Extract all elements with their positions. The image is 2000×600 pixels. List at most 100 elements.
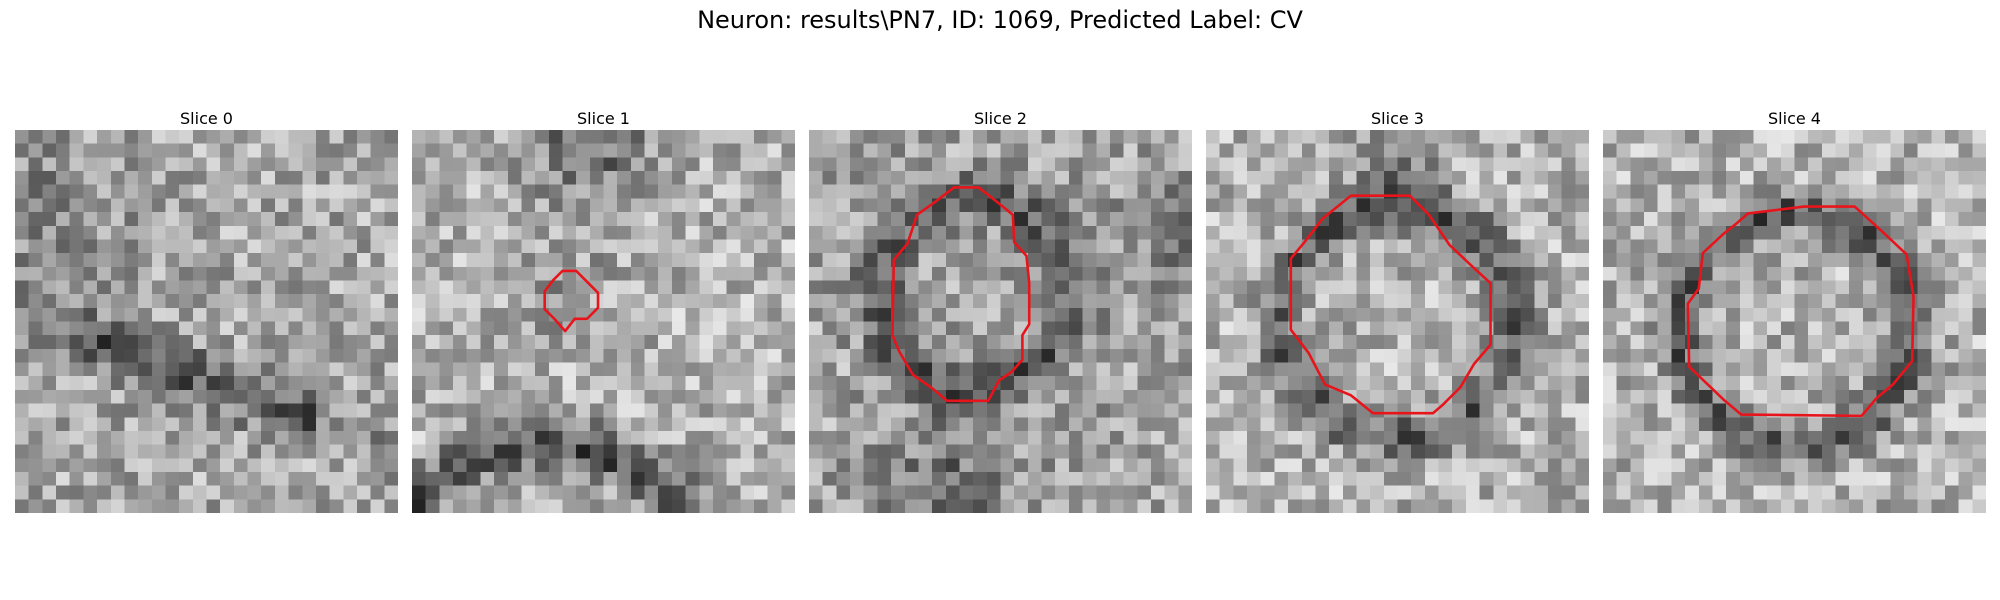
segmentation-contour: [543, 269, 600, 333]
image-pixel: [439, 198, 454, 213]
image-pixel: [1014, 212, 1029, 227]
image-pixel: [1821, 471, 1836, 486]
image-pixel: [1547, 389, 1562, 404]
image-pixel: [192, 362, 207, 377]
image-pixel: [1424, 294, 1439, 309]
image-pixel: [836, 389, 851, 404]
image-pixel: [1835, 212, 1850, 227]
image-pixel: [261, 253, 276, 268]
image-pixel: [220, 471, 235, 486]
image-pixel: [863, 280, 878, 295]
image-pixel: [1041, 143, 1056, 158]
image-pixel: [1260, 430, 1275, 445]
image-pixel: [28, 471, 43, 486]
image-pixel: [138, 430, 153, 445]
image-pixel: [42, 143, 57, 158]
image-pixel: [850, 280, 864, 295]
image-pixel: [1726, 294, 1741, 309]
image-pixel: [1452, 280, 1467, 295]
image-pixel: [904, 253, 919, 268]
image-pixel: [973, 198, 988, 213]
image-pixel: [1109, 499, 1124, 513]
image-pixel: [288, 458, 303, 473]
image-pixel: [1424, 266, 1439, 281]
image-pixel: [1931, 171, 1946, 185]
image-pixel: [288, 280, 303, 295]
image-pixel: [699, 239, 714, 254]
image-pixel: [1096, 280, 1111, 295]
image-pixel: [28, 417, 43, 432]
image-pixel: [904, 171, 919, 185]
image-pixel: [1055, 430, 1070, 445]
image-pixel: [1068, 198, 1083, 213]
image-pixel: [685, 130, 700, 144]
image-pixel: [1411, 430, 1426, 445]
image-pixel: [1903, 171, 1918, 185]
image-pixel: [192, 335, 207, 350]
image-pixel: [1890, 458, 1905, 473]
image-pixel: [1835, 253, 1850, 268]
image-pixel: [562, 143, 577, 158]
image-pixel: [1342, 266, 1357, 281]
image-pixel: [1685, 130, 1700, 144]
image-pixel: [370, 225, 385, 240]
image-pixel: [1096, 225, 1111, 240]
image-pixel: [740, 184, 755, 199]
image-pixel: [1452, 444, 1467, 459]
image-pixel: [1383, 362, 1398, 377]
image-pixel: [877, 389, 892, 404]
image-pixel: [1520, 253, 1535, 268]
image-pixel: [412, 471, 426, 486]
image-pixel: [576, 430, 591, 445]
image-pixel: [384, 335, 398, 350]
image-pixel: [1685, 444, 1700, 459]
image-pixel: [453, 389, 467, 404]
image-pixel: [1274, 417, 1289, 432]
image-pixel: [69, 430, 84, 445]
image-pixel: [1835, 184, 1850, 199]
image-pixel: [836, 499, 851, 513]
image-pixel: [288, 307, 303, 322]
image-pixel: [781, 143, 795, 158]
image-pixel: [1014, 485, 1029, 500]
image-pixel: [781, 403, 795, 418]
image-pixel: [1137, 389, 1152, 404]
image-pixel: [1206, 157, 1220, 172]
image-pixel: [1342, 294, 1357, 309]
image-pixel: [658, 294, 673, 309]
image-pixel: [1055, 335, 1070, 350]
image-pixel: [986, 212, 1001, 227]
image-pixel: [1137, 198, 1152, 213]
image-pixel: [1014, 294, 1029, 309]
image-pixel: [1370, 417, 1385, 432]
image-pixel: [850, 458, 864, 473]
image-pixel: [1917, 157, 1932, 172]
image-pixel: [1438, 307, 1453, 322]
image-pixel: [973, 335, 988, 350]
image-pixel: [1616, 280, 1631, 295]
image-pixel: [110, 307, 125, 322]
image-pixel: [1698, 294, 1713, 309]
image-pixel: [781, 471, 795, 486]
image-pixel: [973, 266, 988, 281]
image-pixel: [1575, 430, 1589, 445]
image-pixel: [466, 485, 481, 500]
image-pixel: [1767, 348, 1782, 363]
image-pixel: [1370, 143, 1385, 158]
image-pixel: [535, 253, 550, 268]
image-pixel: [1096, 198, 1111, 213]
image-pixel: [192, 198, 207, 213]
image-pixel: [1137, 130, 1152, 144]
image-pixel: [877, 171, 892, 185]
image-pixel: [850, 321, 864, 336]
image-pixel: [589, 212, 604, 227]
image-pixel: [535, 444, 550, 459]
image-pixel: [1055, 253, 1070, 268]
image-pixel: [343, 184, 358, 199]
image-pixel: [288, 157, 303, 172]
image-pixel: [1082, 225, 1097, 240]
image-pixel: [192, 417, 207, 432]
image-pixel: [1890, 225, 1905, 240]
image-pixel: [1342, 335, 1357, 350]
image-pixel: [480, 266, 495, 281]
